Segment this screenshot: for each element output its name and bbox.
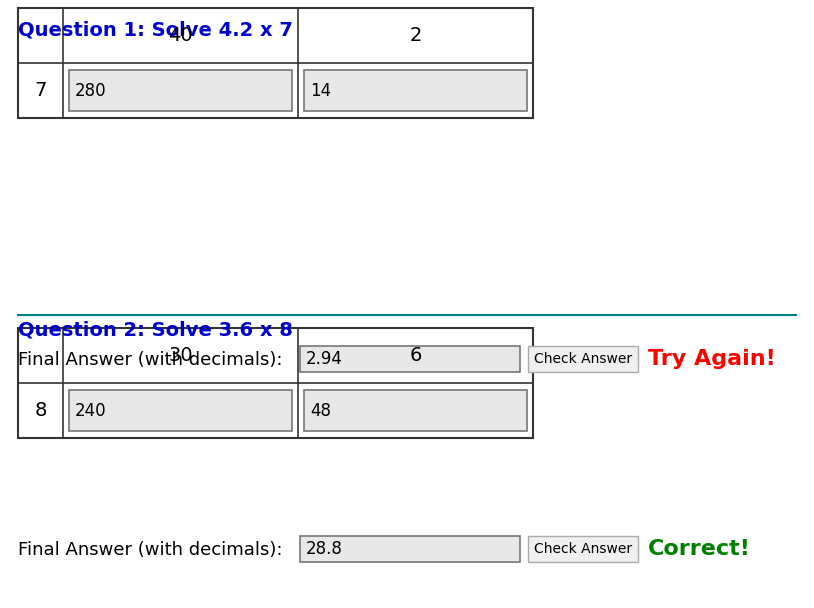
- Text: Question 2: Solve 3.6 x 8: Question 2: Solve 3.6 x 8: [18, 320, 293, 339]
- Text: 2.94: 2.94: [306, 350, 343, 368]
- FancyBboxPatch shape: [300, 346, 520, 372]
- Text: 48: 48: [310, 401, 331, 420]
- FancyBboxPatch shape: [304, 70, 527, 111]
- FancyBboxPatch shape: [69, 390, 292, 431]
- Text: Question 1: Solve 4.2 x 7: Question 1: Solve 4.2 x 7: [18, 20, 293, 39]
- Text: Check Answer: Check Answer: [534, 542, 632, 556]
- Text: 280: 280: [75, 81, 107, 100]
- Text: Try Again!: Try Again!: [648, 349, 776, 369]
- Text: Final Answer (with decimals):: Final Answer (with decimals):: [18, 351, 282, 369]
- Text: 14: 14: [310, 81, 331, 100]
- FancyBboxPatch shape: [528, 346, 638, 372]
- Text: 30: 30: [168, 346, 193, 365]
- FancyBboxPatch shape: [528, 536, 638, 562]
- FancyBboxPatch shape: [300, 536, 520, 562]
- Text: 6: 6: [409, 346, 422, 365]
- FancyBboxPatch shape: [69, 70, 292, 111]
- Text: 7: 7: [34, 81, 46, 100]
- Text: Correct!: Correct!: [648, 539, 751, 559]
- Text: Final Answer (with decimals):: Final Answer (with decimals):: [18, 541, 282, 559]
- Text: 28.8: 28.8: [306, 540, 343, 558]
- Text: Check Answer: Check Answer: [534, 352, 632, 366]
- FancyBboxPatch shape: [304, 390, 527, 431]
- Text: 8: 8: [34, 401, 46, 420]
- Text: 2: 2: [409, 26, 422, 45]
- Text: 240: 240: [75, 401, 107, 420]
- Text: 40: 40: [168, 26, 193, 45]
